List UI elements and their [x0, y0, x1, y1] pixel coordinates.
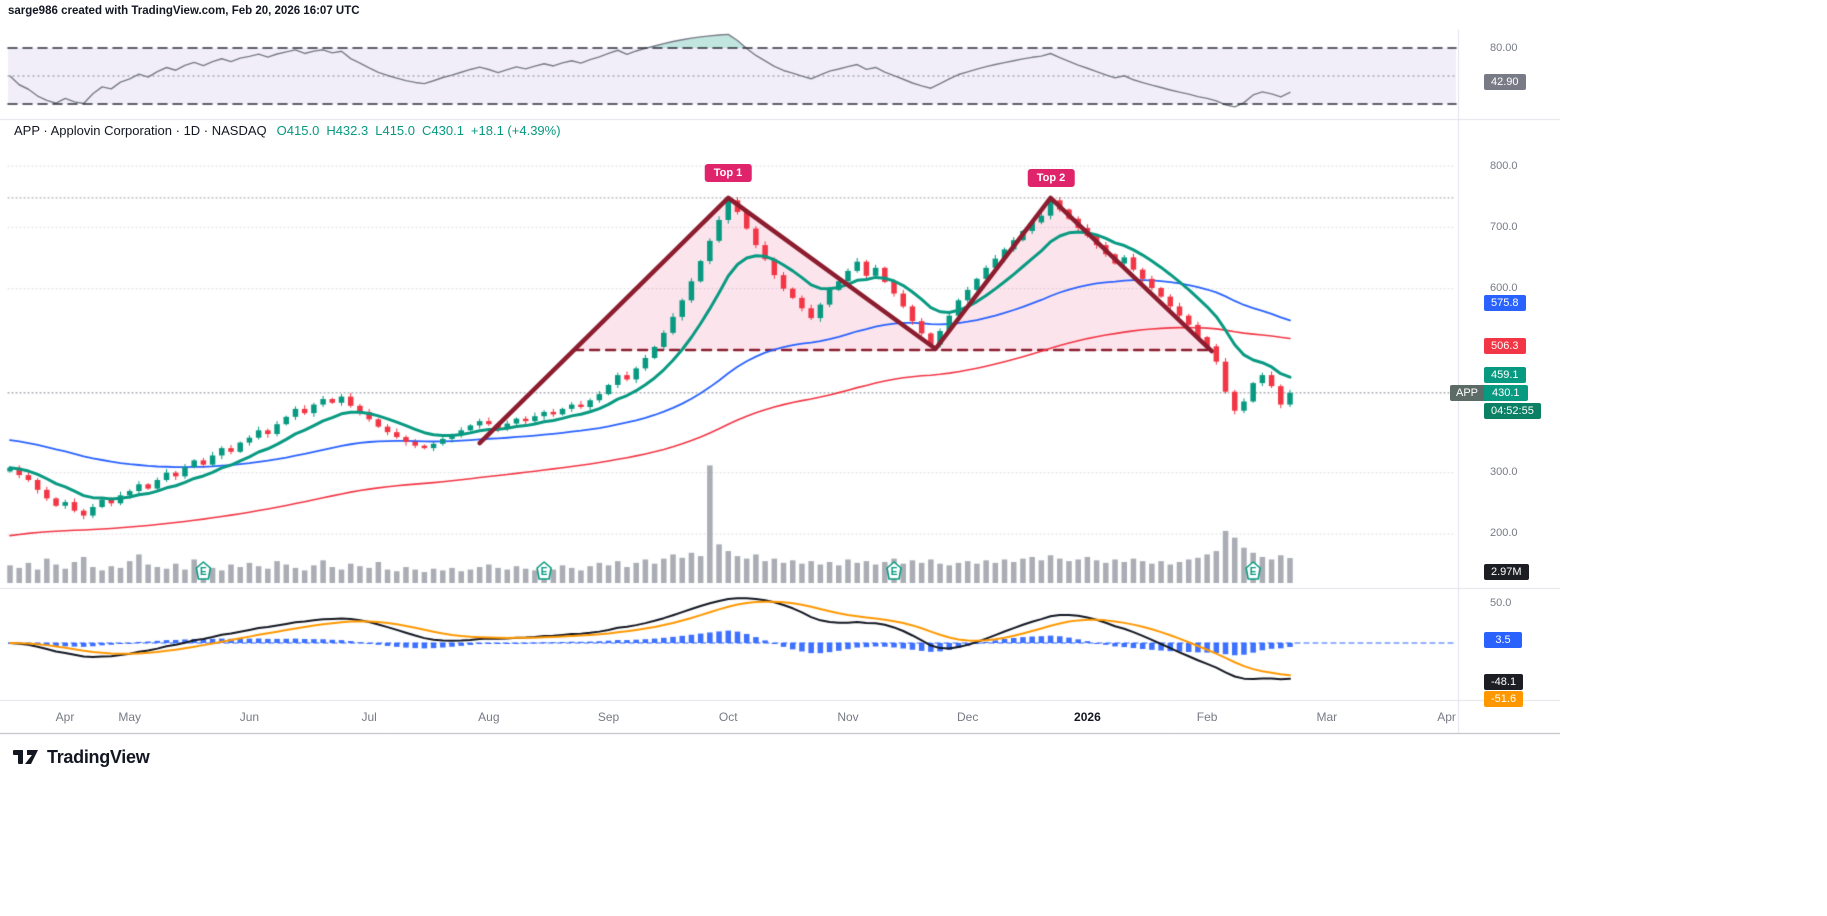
price-axis-tick: 700.0: [1490, 220, 1518, 233]
last-price-badge: 430.1: [1484, 385, 1528, 401]
price-axis-tick: 600.0: [1490, 282, 1518, 295]
macd-axis-tick: 50.0: [1490, 596, 1512, 609]
time-axis-label: Sep: [597, 710, 620, 724]
time-axis-label: Jun: [239, 710, 260, 724]
price-axis-tick: 300.0: [1490, 466, 1518, 479]
last-price-group: APP 430.1: [1450, 385, 1528, 401]
time-axis-label: May: [118, 710, 142, 724]
pattern-label-top2[interactable]: Top 2: [1027, 169, 1075, 187]
time-axis-label: Dec: [957, 710, 979, 724]
price-axis-tick: 200.0: [1490, 527, 1518, 540]
pattern-label-top1[interactable]: Top 1: [704, 164, 752, 182]
macd-line-badge: -48.1: [1484, 674, 1524, 690]
ohlc-change: +18.1 (+4.39%): [470, 123, 561, 138]
symbol-title: APP · Applovin Corporation · 1D · NASDAQ: [14, 123, 267, 138]
volume-value-badge: 2.97M: [1484, 564, 1529, 580]
time-axis-label: Nov: [837, 710, 859, 724]
ohlc-open: O415.0: [276, 123, 320, 138]
chart-canvas[interactable]: [0, 0, 1560, 740]
ma-mid-value-badge: 575.8: [1484, 295, 1526, 311]
tradingview-brand-text[interactable]: TradingView: [47, 746, 150, 767]
ohlc-close: C430.1: [422, 123, 464, 138]
rsi-value-badge: 42.90: [1484, 74, 1526, 90]
ma-fast-value-badge: 459.1: [1484, 367, 1526, 383]
time-axis-label: Oct: [718, 710, 738, 724]
ma-slow-value-badge: 506.3: [1484, 338, 1526, 354]
time-axis-label: Apr: [55, 710, 75, 724]
countdown-badge: 04:52:55: [1484, 403, 1541, 419]
time-axis-label: 2026: [1074, 710, 1101, 724]
watermark-text: sarge986 created with TradingView.com, F…: [8, 5, 360, 17]
symbol-legend[interactable]: APP · Applovin Corporation · 1D · NASDAQ…: [14, 123, 568, 138]
price-axis-tick: 800.0: [1490, 159, 1518, 172]
time-axis-label: Jul: [361, 710, 377, 724]
footer: TradingView: [12, 746, 150, 768]
time-axis-label: Aug: [478, 710, 500, 724]
time-axis-label: Apr: [1437, 710, 1456, 724]
time-axis-label: Mar: [1316, 710, 1338, 724]
ohlc-low: L415.0: [375, 123, 415, 138]
ohlc-high: H432.3: [326, 123, 369, 138]
macd-hist-badge: 3.5: [1484, 632, 1522, 648]
symbol-badge: APP: [1450, 385, 1485, 401]
rsi-axis-tick: 80.00: [1490, 41, 1518, 54]
time-axis-label: Feb: [1196, 710, 1218, 724]
tradingview-logo-icon[interactable]: [12, 746, 40, 768]
macd-signal-badge: -51.6: [1484, 691, 1524, 707]
